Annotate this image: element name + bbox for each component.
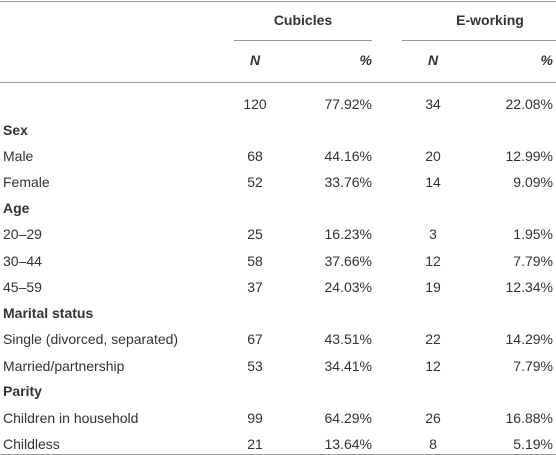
cell: 33.76% — [324, 174, 372, 191]
cell: 67 — [247, 331, 263, 348]
group-rule — [402, 40, 556, 41]
cell: 19 — [425, 279, 441, 296]
cell: 22 — [425, 331, 441, 348]
column-header: N — [427, 52, 439, 68]
cell: 16.23% — [324, 226, 372, 243]
cell: 44.16% — [324, 148, 372, 164]
cell: 12.99% — [505, 148, 553, 164]
section-header: Age — [3, 200, 30, 216]
cell: 77.92% — [324, 96, 372, 112]
cell: 22.08% — [505, 96, 553, 112]
row-label: 20–29 — [3, 226, 42, 243]
section-header: Sex — [3, 121, 28, 138]
cell: 12 — [425, 252, 441, 269]
cell: 3 — [429, 226, 437, 243]
group-rule — [234, 40, 372, 41]
cell: 26 — [425, 409, 441, 426]
cell: 21 — [247, 436, 263, 452]
cell: 12.34% — [505, 279, 553, 296]
cell: 16.88% — [505, 409, 553, 426]
cell: 120 — [243, 96, 267, 112]
row-label: 30–44 — [3, 252, 42, 269]
cell: 37.66% — [324, 252, 372, 269]
row-label: Female — [3, 174, 50, 191]
cell: 24.03% — [324, 279, 372, 296]
cell: 58 — [247, 252, 263, 269]
cell: 1.95% — [513, 226, 553, 243]
cell: 14 — [425, 174, 441, 191]
cell: 25 — [247, 226, 263, 243]
cell: 68 — [247, 148, 263, 164]
column-header: % — [540, 52, 553, 68]
column-header: N — [249, 52, 261, 68]
top-rule — [0, 1, 556, 2]
row-label: Single (divorced, separated) — [3, 331, 179, 348]
cell: 52 — [247, 174, 263, 191]
row-label: Childless — [3, 436, 60, 452]
cell: 8 — [429, 436, 437, 452]
cell: 53 — [247, 357, 263, 374]
header-rule — [0, 82, 556, 83]
cell: 9.09% — [513, 174, 553, 191]
cell: 5.19% — [513, 436, 553, 452]
cell: 7.79% — [513, 357, 553, 374]
group-header: E-working — [456, 12, 524, 28]
cell: 34 — [425, 96, 441, 112]
cell: 37 — [247, 279, 263, 296]
cell: 14.29% — [505, 331, 553, 348]
row-label: Married/partnership — [3, 357, 125, 374]
cell: 20 — [425, 148, 441, 164]
row-label: Children in household — [3, 409, 139, 426]
section-header: Marital status — [3, 304, 94, 321]
group-header: Cubicles — [273, 12, 333, 28]
cell: 99 — [247, 409, 263, 426]
cell: 13.64% — [324, 436, 372, 452]
cell: 12 — [425, 357, 441, 374]
row-label: Male — [3, 148, 34, 164]
cell: 34.41% — [324, 357, 372, 374]
row-label: 45–59 — [3, 279, 42, 296]
cell: 7.79% — [513, 252, 553, 269]
cell: 43.51% — [324, 331, 372, 348]
section-header: Parity — [3, 383, 42, 400]
column-header: % — [359, 52, 372, 68]
cell: 64.29% — [324, 409, 372, 426]
